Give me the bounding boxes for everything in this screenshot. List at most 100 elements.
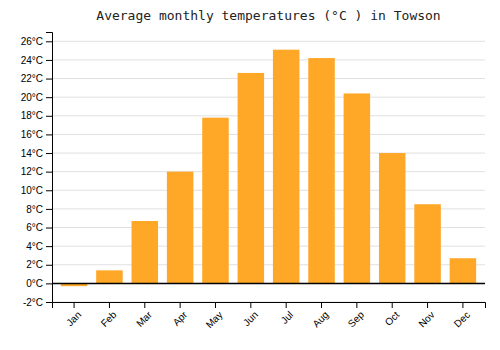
y-tick-mark (46, 134, 52, 135)
x-axis: Jan Feb Mar Apr May Jun Jul Aug Sep Oct Nov Dec (53, 302, 486, 330)
y-tick-mark (46, 97, 52, 98)
y-tick: 22°C (21, 73, 52, 84)
x-tick-mark (144, 302, 145, 308)
y-tick: 6°C (26, 222, 52, 233)
y-tick-mark (46, 153, 52, 154)
x-tick: Apr (171, 302, 190, 328)
bar (308, 58, 335, 283)
y-tick-label: 14°C (21, 148, 43, 159)
x-tick-mark (109, 302, 110, 308)
grid-line (52, 97, 485, 98)
bar (238, 73, 265, 283)
x-tick: Sep (346, 302, 367, 329)
x-tick-mark (427, 302, 428, 308)
y-tick-mark (46, 172, 52, 173)
y-tick-label: 2°C (26, 259, 43, 270)
y-tick-mark (46, 246, 52, 247)
y-tick: 12°C (21, 166, 52, 177)
bar (344, 93, 371, 283)
bar (273, 50, 300, 284)
grid (52, 41, 485, 302)
chart: -2°C 0°C 2°C 4°C 6°C 8°C 10°C 12°C 14°C 16°C 18°C 2… (0, 0, 500, 350)
y-tick: -2°C (23, 297, 52, 308)
y-tick: 20°C (21, 92, 52, 103)
x-tick-label: Mar (134, 309, 154, 329)
x-tick-mark (392, 302, 393, 308)
grid-line (52, 153, 485, 154)
grid-line (52, 190, 485, 191)
x-tick-label: May (204, 309, 225, 330)
y-tick-label: 20°C (21, 92, 43, 103)
y-tick-label: -2°C (23, 297, 43, 308)
y-tick-mark (46, 228, 52, 229)
grid-line (52, 283, 485, 284)
y-tick-label: 18°C (21, 110, 43, 121)
bar (379, 153, 406, 283)
grid-line (52, 115, 485, 116)
x-tick-label: Apr (171, 309, 190, 328)
x-tick-label: Jun (241, 309, 260, 328)
y-tick-mark (46, 116, 52, 117)
y-tick: 4°C (26, 241, 52, 252)
y-axis: -2°C 0°C 2°C 4°C 6°C 8°C 10°C 12°C 14°C 16°C 18°C 2… (21, 33, 53, 308)
y-tick: 0°C (26, 278, 52, 289)
y-tick-mark (46, 190, 52, 191)
grid-line (52, 41, 485, 42)
x-tick: Jan (64, 302, 83, 328)
x-tick-label: Nov (416, 309, 436, 329)
x-tick-mark (462, 302, 463, 308)
x-tick-mark (215, 302, 216, 308)
x-tick-label: Oct (383, 309, 402, 328)
title: Average monthly temperatures (°C ) in To… (96, 8, 440, 23)
y-tick: 16°C (21, 129, 52, 140)
y-tick-label: 10°C (21, 185, 43, 196)
y-tick-mark (46, 60, 52, 61)
x-tick-label: Feb (99, 309, 119, 329)
y-tick-mark (46, 265, 52, 266)
y-tick-label: 12°C (21, 166, 43, 177)
y-tick-label: 4°C (26, 241, 43, 252)
y-tick-label: 8°C (26, 204, 43, 215)
x-tick-mark (250, 302, 251, 308)
y-tick: 2°C (26, 259, 52, 270)
bar (96, 270, 123, 283)
x-axis-line (53, 303, 486, 309)
x-tick-mark (180, 302, 181, 308)
bars (52, 50, 485, 286)
bar (202, 118, 229, 284)
y-tick-label: 6°C (26, 222, 43, 233)
y-tick-label: 16°C (21, 129, 43, 140)
y-tick: 14°C (21, 148, 52, 159)
x-tick-label: Sep (346, 309, 367, 330)
y-tick: 26°C (21, 36, 52, 47)
x-tick-label: Dec (452, 309, 472, 329)
x-tick-label: Aug (310, 309, 330, 329)
y-tick: 24°C (21, 55, 52, 66)
x-tick-mark (286, 302, 287, 308)
x-tick-mark (321, 302, 322, 308)
y-tick-mark (46, 41, 52, 42)
y-tick-label: 22°C (21, 73, 43, 84)
grid-line (52, 59, 485, 60)
y-tick: 8°C (26, 204, 52, 215)
y-tick-mark (46, 283, 52, 284)
bar (450, 258, 477, 283)
bar (167, 172, 194, 284)
y-tick-label: 26°C (21, 36, 43, 47)
plot: -2°C 0°C 2°C 4°C 6°C 8°C 10°C 12°C 14°C 16°C 18°C 2… (21, 33, 486, 331)
x-tick: Jun (241, 302, 260, 328)
y-axis-line (46, 33, 53, 303)
grid-line (52, 171, 485, 172)
x-tick: Jul (279, 302, 296, 326)
x-tick-label: Jan (64, 309, 83, 328)
grid-line (52, 134, 485, 135)
x-tick: Oct (383, 302, 402, 328)
x-tick: Mar (134, 302, 154, 329)
x-tick: Dec (452, 302, 472, 329)
bar (132, 221, 159, 283)
y-tick: 10°C (21, 185, 52, 196)
y-tick: 18°C (21, 110, 52, 121)
y-tick-mark (46, 209, 52, 210)
bar (414, 204, 441, 283)
grid-line (52, 78, 485, 79)
